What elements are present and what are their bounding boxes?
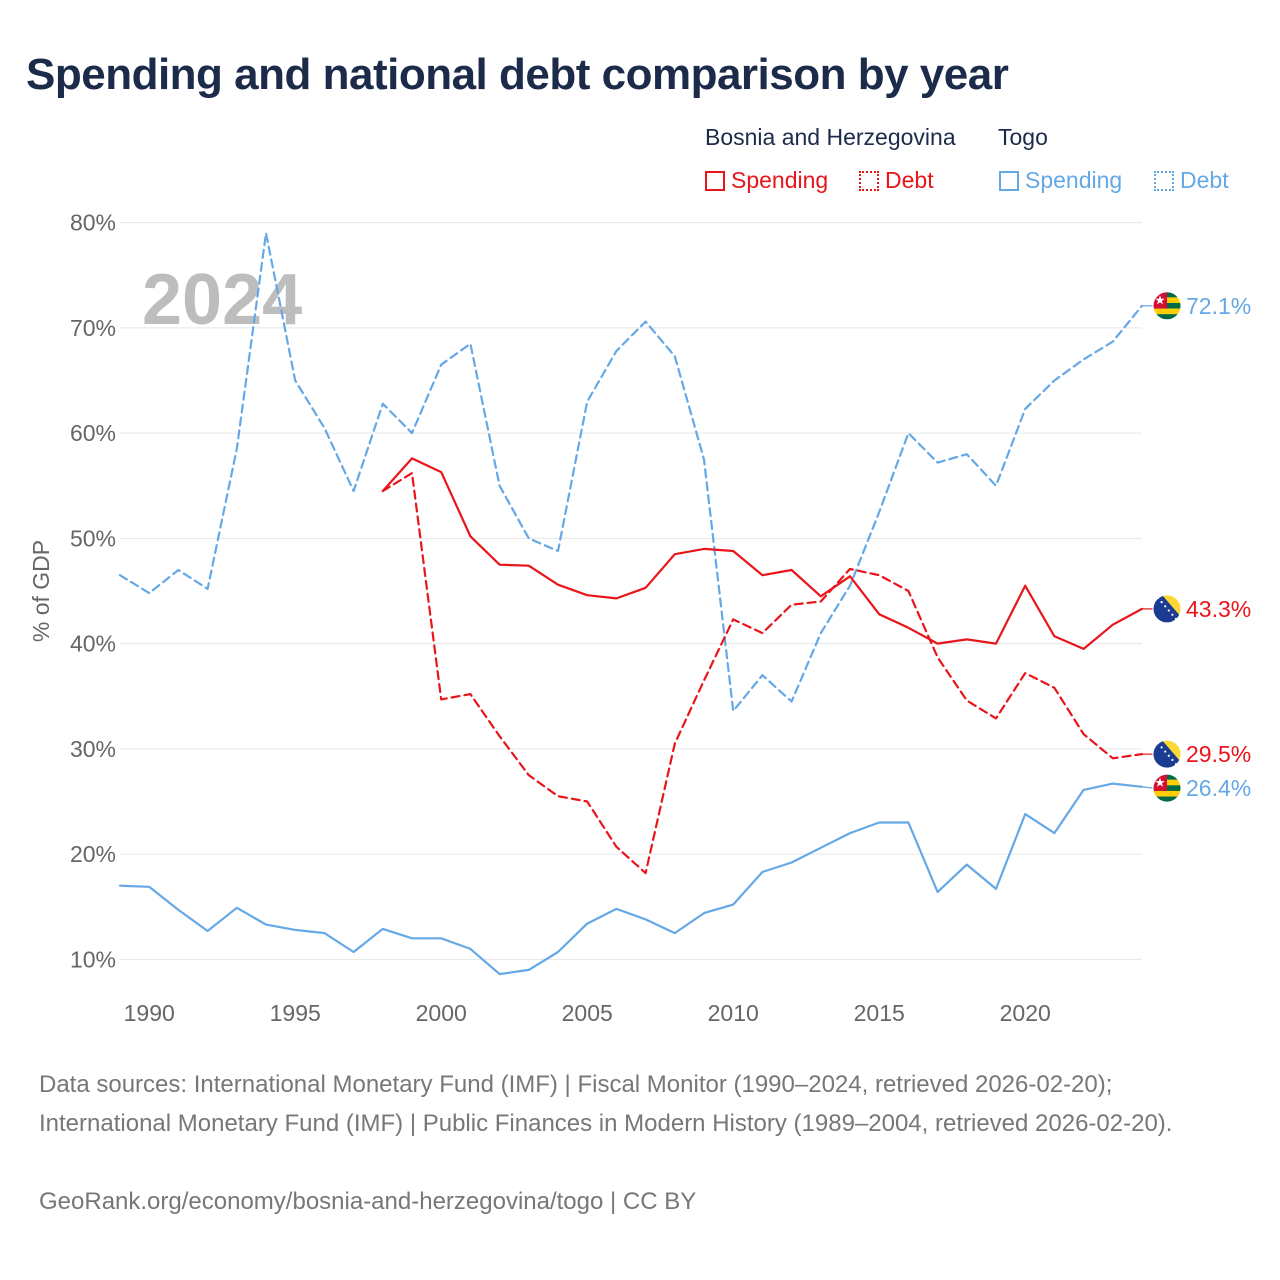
y-tick-label: 40% (70, 631, 116, 657)
legend-swatch-togo-debt (1154, 170, 1174, 191)
end-value-label: 26.4% (1186, 775, 1251, 801)
bosnia-flag-icon (1152, 594, 1182, 624)
series-line-bosnia-and-herzegovina-spending[interactable] (381, 457, 1144, 651)
series-layer (118, 232, 1144, 976)
x-tick-label: 1995 (270, 1000, 321, 1026)
x-tick-label: 2005 (562, 1000, 613, 1026)
x-tick-label: 2000 (416, 1000, 467, 1026)
end-value-label: 29.5% (1186, 741, 1251, 767)
legend-togo-debt[interactable]: Debt (1154, 167, 1229, 194)
x-tick-label: 2010 (708, 1000, 759, 1026)
end-connector (1141, 786, 1154, 789)
legend-country-bih: Bosnia and Herzegovina (705, 124, 956, 150)
legend-swatch-bih-debt (859, 170, 879, 191)
end-value-label: 43.3% (1186, 596, 1251, 622)
y-tick-label: 80% (70, 210, 116, 236)
axis-layer: 10% 20% 30% 40% 50% 60% 70% 80% 1990 1995 2000 2005… (28, 210, 1051, 1026)
line-chart: 2024 10% 20% 30% 40% 50% 60% 70% 80% 1990 1995 200… (28, 210, 1251, 1026)
y-tick-label: 60% (70, 420, 116, 446)
series-line-bosnia-and-herzegovina-debt[interactable] (381, 472, 1144, 875)
y-tick-label: 30% (70, 736, 116, 762)
chart-title: Spending and national debt comparison by… (26, 50, 1009, 99)
legend-bih-spending-label: Spending (731, 167, 829, 193)
legend-togo-debt-label: Debt (1180, 167, 1229, 193)
x-tick-label: 2020 (1000, 1000, 1051, 1026)
y-tick-label: 10% (70, 946, 116, 972)
data-sources-note: Data sources: International Monetary Fun… (39, 1071, 1173, 1137)
end-labels-layer: 72.1% 43.3% 29.5% 26.4% (1141, 291, 1251, 803)
y-axis-title: % of GDP (28, 540, 54, 642)
y-tick-label: 20% (70, 841, 116, 867)
current-year-label: 2024 (142, 260, 302, 340)
legend-togo-spending-label: Spending (1025, 167, 1123, 193)
y-tick-label: 70% (70, 315, 116, 341)
legend-bih-debt[interactable]: Debt (859, 167, 934, 194)
series-line-togo-debt[interactable] (118, 232, 1144, 713)
grid-layer (120, 222, 1142, 960)
legend-swatch-togo-spending (999, 170, 1019, 191)
y-tick-label: 50% (70, 525, 116, 551)
x-tick-label: 2015 (854, 1000, 905, 1026)
series-line-togo-spending[interactable] (118, 782, 1144, 976)
bosnia-flag-icon (1152, 739, 1182, 769)
x-tick-label: 1990 (124, 1000, 175, 1026)
credit-link[interactable]: GeoRank.org/economy/bosnia-and-herzegovi… (39, 1188, 697, 1215)
end-value-label: 72.1% (1186, 293, 1251, 319)
legend-bih-spending[interactable]: Spending (705, 167, 828, 194)
legend-country-togo: Togo (998, 124, 1048, 150)
legend-togo-spending[interactable]: Spending (999, 167, 1122, 194)
togo-flag-icon (1152, 773, 1182, 803)
legend-bih-debt-label: Debt (885, 167, 934, 193)
togo-flag-icon (1152, 291, 1182, 321)
legend-swatch-bih-spending (705, 170, 725, 191)
